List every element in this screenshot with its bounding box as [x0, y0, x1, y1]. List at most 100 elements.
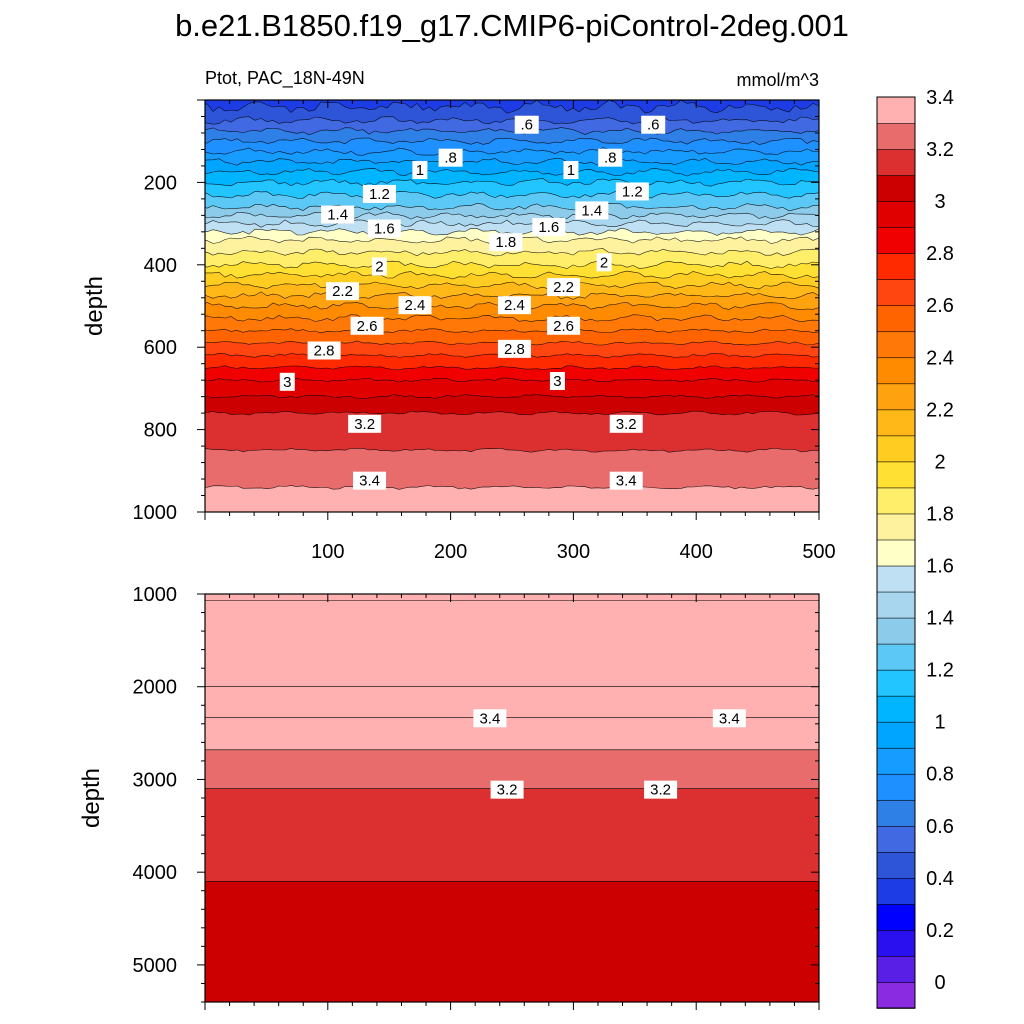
colorbar-tick-label: 2.2 — [926, 399, 954, 421]
upper-contour-label-text: 3 — [283, 374, 291, 391]
colorbar-tick-label: 2.4 — [926, 347, 954, 369]
upper-contour-labels: .6 .6 .8 .8 1 1 1.2 1.2 1.4 1.4 1.6 1.6 1.8 2 2 2.2 2.2 2… — [279, 115, 666, 490]
units-label: mmol/m^3 — [737, 70, 819, 90]
upper-contour-line — [205, 147, 819, 156]
colorbar-swatch — [876, 747, 916, 775]
upper-contour-label: 2 — [596, 253, 612, 272]
upper-contour-label: 1.6 — [532, 217, 566, 236]
lower-contour-label-box — [490, 780, 524, 799]
upper-contour-label-box — [497, 296, 531, 315]
upper-contour-label-box — [575, 201, 609, 220]
upper-contour-line — [205, 485, 819, 490]
upper-y-tick-label: 800 — [144, 420, 177, 442]
upper-contour-label: 3.2 — [348, 414, 382, 433]
upper-contour-label: 1.2 — [615, 182, 649, 201]
upper-contour-label-text: .8 — [444, 150, 457, 167]
upper-contour-label-box — [547, 278, 581, 297]
upper-contour-label-box — [596, 253, 612, 272]
upper-contour-line — [205, 328, 819, 334]
colorbar-tick-label: 0.8 — [926, 764, 954, 786]
upper-y-tick-label: 200 — [144, 172, 177, 194]
colorbar-swatch — [876, 799, 916, 827]
colorbar-swatch — [876, 539, 916, 567]
lower-panel: 3.4 3.4 3.2 3.2 1000 2000 3000 4000 5000 depth — [78, 584, 820, 1010]
upper-contour-label: 3 — [549, 371, 565, 390]
colorbar-swatch — [876, 409, 916, 437]
lower-contour-label-text: 3.4 — [719, 710, 740, 727]
upper-contour-label-box — [549, 371, 565, 390]
upper-contour-label: 2.6 — [350, 316, 384, 335]
upper-contour-label-box — [362, 184, 396, 203]
colorbar-swatch — [876, 617, 916, 645]
upper-contour-label-box — [563, 161, 579, 180]
upper-contour-line — [205, 394, 819, 400]
upper-plot-frame — [204, 99, 820, 513]
upper-contour-label: 2.8 — [497, 339, 531, 358]
colorbar-swatch — [876, 877, 916, 905]
upper-contour-label-text: 2.4 — [405, 297, 426, 314]
colorbar-swatch — [876, 929, 916, 957]
lower-y-axis-label: depth — [78, 768, 105, 828]
upper-contour-label-text: 2.8 — [314, 342, 335, 359]
lower-contour-label-box — [473, 709, 507, 728]
upper-contour-label-box — [598, 148, 623, 167]
upper-contour-lines — [205, 100, 819, 490]
upper-x-tick-label: 200 — [434, 541, 467, 563]
upper-contour-band — [205, 100, 819, 114]
upper-contour-label: 1.4 — [575, 201, 609, 220]
upper-contour-line — [205, 127, 819, 136]
upper-contour-label-text: 1 — [567, 162, 575, 179]
upper-contour-label-box — [307, 341, 341, 360]
colorbar-swatch — [876, 461, 916, 489]
lower-contour-label-text: 3.4 — [479, 710, 500, 727]
colorbar-swatch — [876, 591, 916, 619]
upper-contour-line — [205, 211, 819, 220]
upper-contour-line — [205, 260, 819, 269]
upper-y-axis-label: depth — [81, 276, 108, 336]
upper-contour-label: 2 — [371, 257, 387, 276]
upper-contour-label-text: 1 — [416, 162, 424, 179]
upper-contour-fill — [205, 100, 819, 512]
upper-contour-label: 1 — [563, 161, 579, 180]
upper-contour-label: 1.4 — [321, 205, 355, 224]
colorbar-swatch — [876, 383, 916, 411]
upper-contour-label-text: 2.4 — [504, 297, 525, 314]
colorbar-swatch — [876, 200, 916, 228]
lower-contour-label: 3.2 — [644, 780, 678, 799]
upper-contour-line — [205, 157, 819, 166]
upper-contour-line — [205, 168, 819, 177]
colorbar-swatch — [876, 252, 916, 281]
upper-contour-label-text: 3.4 — [616, 473, 637, 490]
colorbar-legend: 0 0.2 0.4 0.6 0.8 1 1.2 1.4 1.6 1.8 2 2.2 2.4 2.6 2.8 3… — [876, 87, 954, 1009]
upper-contour-line — [205, 248, 819, 257]
colorbar-swatch — [876, 669, 916, 697]
colorbar-swatch — [876, 278, 916, 307]
upper-contour-label-box — [438, 148, 463, 167]
upper-contour-line — [205, 178, 819, 187]
upper-contour-label: 2.2 — [326, 282, 360, 301]
upper-contour-label-text: 1.4 — [327, 207, 348, 224]
upper-x-tick-label: 300 — [557, 541, 590, 563]
lower-y-tick-label: 3000 — [133, 769, 178, 791]
upper-contour-label-box — [532, 217, 566, 236]
figure-title: b.e21.B1850.f19_g17.CMIP6-piControl-2deg… — [175, 8, 849, 43]
upper-x-tick-label: 400 — [680, 541, 713, 563]
upper-contour-label-box — [279, 372, 295, 391]
upper-contour-label: 3.4 — [353, 471, 387, 490]
upper-contour-label-box — [348, 414, 382, 433]
upper-contour-label-box — [609, 414, 643, 433]
upper-y-tick-label: 1000 — [133, 502, 178, 524]
upper-contour-line — [205, 227, 819, 236]
upper-contour-label: 2.2 — [547, 278, 581, 297]
upper-contour-label: 2.8 — [307, 341, 341, 360]
variable-region-label: Ptot, PAC_18N-49N — [205, 68, 365, 89]
upper-contour-line — [205, 116, 819, 125]
upper-contour-label: 1.2 — [362, 184, 396, 203]
upper-contour-label-text: 2.2 — [332, 283, 353, 300]
colorbar-swatch — [876, 903, 916, 931]
lower-contour-band — [205, 881, 819, 1002]
colorbar-tick-label: 0.4 — [926, 868, 954, 890]
colorbar-swatch — [876, 122, 916, 150]
lower-contour-band — [205, 594, 819, 602]
